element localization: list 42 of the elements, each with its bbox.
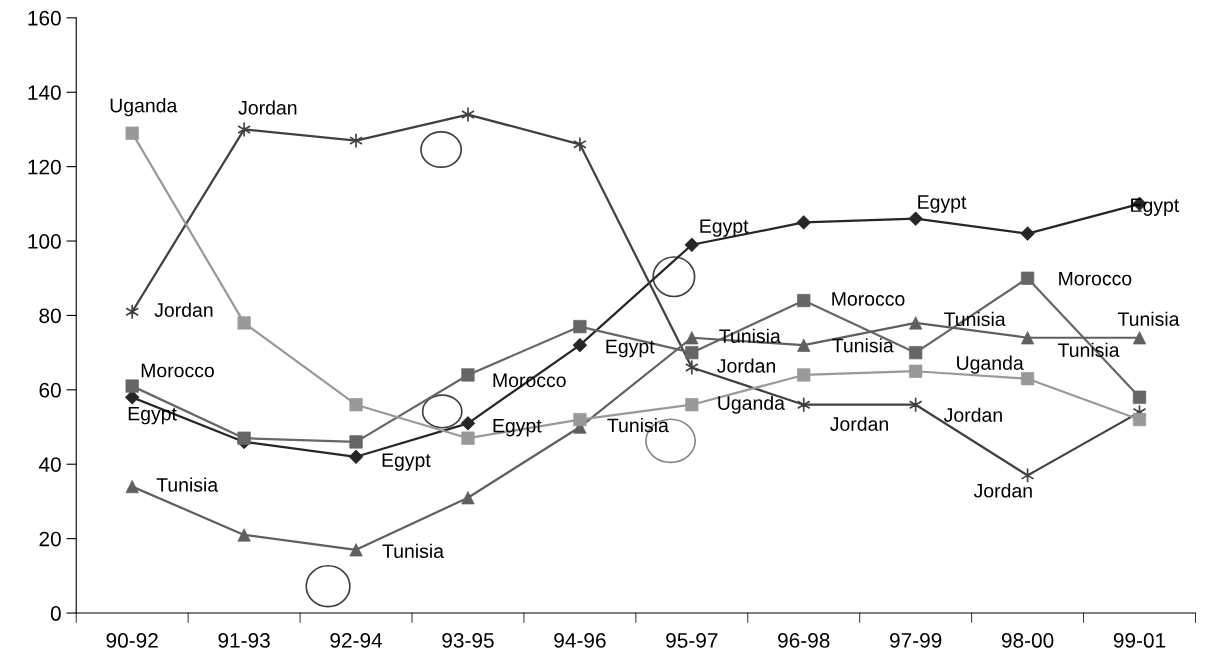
x-tick-label: 94-96 — [554, 633, 606, 648]
annotation: Tunisia — [156, 477, 219, 492]
annotation: Jordan — [717, 358, 776, 373]
annotation: Morocco — [141, 363, 214, 378]
x-tick-label: 99-01 — [1113, 633, 1166, 648]
annotation: Tunisia — [1117, 311, 1180, 326]
y-tick-label: 160 — [28, 10, 61, 26]
x-tick-label: 93-95 — [442, 633, 494, 648]
x-tick-label: 92-94 — [330, 633, 383, 648]
x-tick-label: 97-99 — [890, 633, 942, 648]
annotation: Egypt — [918, 195, 967, 213]
y-tick-label: 60 — [39, 382, 61, 398]
annotation: Uganda — [957, 355, 1024, 374]
annotation: Uganda — [110, 98, 178, 117]
annotation: Egypt — [128, 406, 177, 425]
annotation: Egypt — [382, 453, 431, 471]
x-tick-label: 96-98 — [778, 633, 830, 648]
y-tick-label: 100 — [28, 234, 61, 249]
annotation: Jordan — [154, 302, 213, 317]
x-tick-label: 90-92 — [106, 633, 158, 648]
annotation: Tunisia — [607, 417, 669, 433]
x-tick-label: 95-97 — [666, 633, 718, 648]
annotation: Morocco — [1059, 271, 1132, 286]
annotation: Egypt — [700, 219, 749, 237]
annotation: Egypt — [606, 339, 655, 358]
y-tick-label: 140 — [28, 85, 61, 100]
y-tick-label: 0 — [50, 606, 61, 621]
annotation: Jordan — [238, 100, 297, 115]
annotation: Morocco — [832, 292, 905, 306]
annotation: Jordan — [830, 416, 888, 431]
annotation: Tunisia — [832, 338, 894, 353]
y-tick-label: 40 — [38, 457, 61, 472]
annotation: Jordan — [973, 483, 1032, 498]
annotation: Jordan — [943, 407, 1002, 422]
y-tick-label: 120 — [28, 159, 61, 175]
y-tick-label: 20 — [39, 531, 61, 547]
annotation: Egypt — [493, 418, 542, 437]
x-tick-label: 91-93 — [218, 633, 270, 648]
annotation: Tunisia — [382, 543, 444, 559]
annotation: Uganda — [718, 395, 785, 414]
x-tick-label: 98-00 — [1001, 633, 1054, 648]
y-tick-label: 80 — [39, 308, 61, 324]
